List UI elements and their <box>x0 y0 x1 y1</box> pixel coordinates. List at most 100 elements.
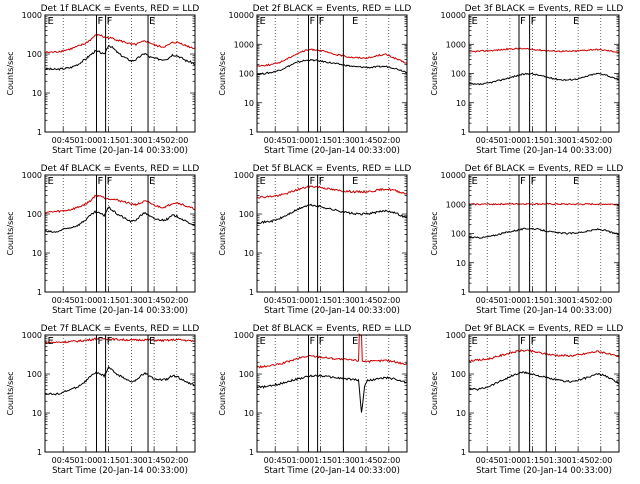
x-tick-label: 01:15 <box>97 296 120 305</box>
x-tick-label: 01:00 <box>498 136 521 145</box>
x-tick-label: 01:45 <box>567 136 590 145</box>
x-tick-label: 01:15 <box>309 456 332 465</box>
y-tick-label: 10000 <box>229 11 254 20</box>
x-tick-label: 01:30 <box>332 456 355 465</box>
chart-title: Det 5f BLACK = Events, RED = LLD <box>253 164 412 174</box>
series-line-lld <box>468 349 620 362</box>
x-tick-label: 02:00 <box>589 456 612 465</box>
event-label: F <box>98 176 104 187</box>
plot-frame <box>468 174 620 293</box>
event-label: E <box>352 176 358 187</box>
plot-frame <box>256 14 408 133</box>
y-axis-label: Counts/sec <box>218 211 227 255</box>
series-line-events <box>44 44 196 71</box>
y-tick-label: 10 <box>244 249 254 258</box>
x-tick-label: 01:45 <box>355 136 378 145</box>
event-label: E <box>48 176 54 187</box>
y-tick-label: 1000 <box>22 11 42 20</box>
y-axis-label: Counts/sec <box>218 371 227 415</box>
x-tick-label: 01:30 <box>544 456 567 465</box>
event-label: E <box>48 16 54 27</box>
x-tick-label: 00:45 <box>264 456 287 465</box>
event-label: E <box>573 176 579 187</box>
event-label: F <box>531 176 537 187</box>
x-tick-label: 01:45 <box>355 456 378 465</box>
y-tick-label: 1 <box>37 288 42 297</box>
x-axis-label: Start Time (20-Jan-14 00:33:00) <box>476 306 612 316</box>
series-line-lld <box>44 194 196 214</box>
event-label: F <box>310 16 316 27</box>
event-label: F <box>520 176 526 187</box>
event-label: F <box>310 176 316 187</box>
event-label: F <box>107 176 113 187</box>
y-axis-label: Counts/sec <box>6 371 15 415</box>
x-tick-label: 02:00 <box>165 456 188 465</box>
x-tick-label: 01:45 <box>355 296 378 305</box>
plot-frame <box>468 334 620 453</box>
series-line-events <box>468 72 620 86</box>
event-label: F <box>520 16 526 27</box>
y-tick-label: 10 <box>456 259 466 268</box>
series-line-lld <box>468 202 620 206</box>
y-tick-label: 100 <box>239 370 254 379</box>
x-axis-label: Start Time (20-Jan-14 00:33:00) <box>52 146 188 156</box>
x-axis-label: Start Time (20-Jan-14 00:33:00) <box>52 466 188 476</box>
x-tick-label: 01:15 <box>521 296 544 305</box>
event-label: E <box>260 16 266 27</box>
y-tick-label: 1000 <box>234 171 254 180</box>
x-tick-label: 00:45 <box>476 136 499 145</box>
y-axis-label: Counts/sec <box>6 51 15 95</box>
y-tick-label: 100 <box>27 210 42 219</box>
y-axis-label: Counts/sec <box>218 51 227 95</box>
y-tick-label: 10000 <box>441 171 466 180</box>
chart-panel-4: Det 4f BLACK = Events, RED = LLD E F F E 1 10 1… <box>6 164 199 316</box>
y-tick-label: 100 <box>451 370 466 379</box>
chart-panel-7: Det 7f BLACK = Events, RED = LLD E F F E 1 10 1… <box>6 324 199 476</box>
x-tick-label: 01:15 <box>309 296 332 305</box>
x-tick-label: 01:30 <box>120 136 143 145</box>
chart-panel-6: Det 6f BLACK = Events, RED = LLD E F F E 1 10 1… <box>430 164 623 316</box>
plot-frame <box>256 174 408 293</box>
event-label: E <box>573 16 579 27</box>
y-tick-label: 10 <box>456 409 466 418</box>
series-line-lld <box>256 333 408 369</box>
y-tick-label: 10 <box>244 409 254 418</box>
series-line-events <box>44 365 196 396</box>
y-tick-label: 1 <box>37 448 42 457</box>
event-label: F <box>98 336 104 347</box>
x-tick-label: 01:30 <box>120 456 143 465</box>
y-tick-label: 1000 <box>234 40 254 49</box>
x-tick-label: 00:45 <box>264 136 287 145</box>
x-tick-label: 01:30 <box>544 296 567 305</box>
event-label: F <box>107 336 113 347</box>
series-line-lld <box>256 185 408 199</box>
event-label: E <box>472 176 478 187</box>
event-label: E <box>149 176 155 187</box>
y-tick-label: 100 <box>451 230 466 239</box>
x-tick-label: 01:30 <box>332 136 355 145</box>
x-tick-label: 00:45 <box>264 296 287 305</box>
series-line-events <box>256 58 408 76</box>
chart-panel-8: Det 8f BLACK = Events, RED = LLD E F F E 1 10 1… <box>218 324 411 476</box>
y-tick-label: 10 <box>456 99 466 108</box>
series-line-events <box>256 374 408 413</box>
series-line-lld <box>256 48 408 67</box>
x-tick-label: 01:30 <box>544 136 567 145</box>
event-label: F <box>531 336 537 347</box>
x-tick-label: 02:00 <box>165 136 188 145</box>
x-tick-label: 00:45 <box>476 456 499 465</box>
y-tick-label: 100 <box>27 50 42 59</box>
x-tick-label: 01:45 <box>143 296 166 305</box>
event-label: F <box>319 176 325 187</box>
plot-frame <box>256 334 408 453</box>
event-label: F <box>310 336 316 347</box>
y-tick-label: 1000 <box>22 171 42 180</box>
event-label: F <box>98 16 104 27</box>
x-tick-label: 01:15 <box>309 136 332 145</box>
x-tick-label: 01:00 <box>286 136 309 145</box>
x-tick-label: 01:15 <box>97 136 120 145</box>
plot-frame <box>44 14 196 133</box>
y-tick-label: 100 <box>239 210 254 219</box>
x-axis-label: Start Time (20-Jan-14 00:33:00) <box>264 466 400 476</box>
x-axis-label: Start Time (20-Jan-14 00:33:00) <box>264 306 400 316</box>
